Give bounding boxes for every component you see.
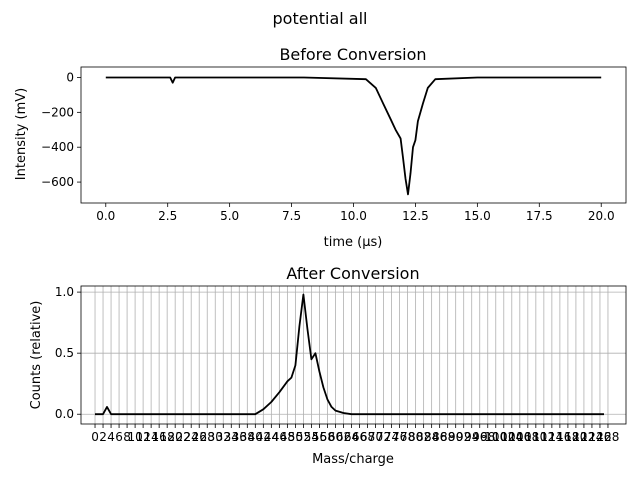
x-tick-label: 106 bbox=[508, 430, 531, 444]
x-tick-label: 17.5 bbox=[526, 209, 553, 223]
x-tick-label: 40 bbox=[248, 430, 263, 444]
x-tick-label: 108 bbox=[516, 430, 539, 444]
x-tick-label: 76 bbox=[392, 430, 407, 444]
x-tick-label: 28 bbox=[200, 430, 215, 444]
x-tick-label: 124 bbox=[580, 430, 603, 444]
series-line-0 bbox=[95, 293, 604, 416]
x-tick-label: 20.0 bbox=[588, 209, 615, 223]
x-tick-label: 52 bbox=[296, 430, 311, 444]
series-line-0 bbox=[105, 76, 602, 196]
plot-title: Before Conversion bbox=[279, 45, 426, 64]
y-tick-label: −600 bbox=[41, 175, 74, 189]
x-tick-label: 88 bbox=[440, 430, 455, 444]
x-tick-label: 94 bbox=[464, 430, 479, 444]
before-conversion-plot: Before Conversion time (μs) Intensity (m… bbox=[14, 45, 627, 250]
x-tick-label: 118 bbox=[556, 430, 579, 444]
y-tick-label: −200 bbox=[41, 105, 74, 119]
x-tick-label: 32 bbox=[216, 430, 231, 444]
x-tick-label: 10 bbox=[127, 430, 142, 444]
x-tick-label: 62 bbox=[336, 430, 351, 444]
x-tick-label: 0.0 bbox=[96, 209, 115, 223]
axes-frame bbox=[80, 285, 627, 425]
x-tick-label: 58 bbox=[320, 430, 335, 444]
x-tick-label: 102 bbox=[492, 430, 515, 444]
figure-suptitle: potential all bbox=[273, 9, 368, 28]
x-tick-label: 84 bbox=[424, 430, 439, 444]
y-tick-label: −400 bbox=[41, 140, 74, 154]
x-tick-label: 26 bbox=[192, 430, 207, 444]
x-tick-label: 10.0 bbox=[340, 209, 367, 223]
x-tick-label: 78 bbox=[400, 430, 415, 444]
x-tick-label: 114 bbox=[540, 430, 563, 444]
y-tick-label: 0.5 bbox=[55, 346, 74, 360]
x-tick-label: 30 bbox=[208, 430, 223, 444]
x-tick-label: 96 bbox=[472, 430, 487, 444]
x-tick-label: 36 bbox=[232, 430, 247, 444]
x-tick-label: 16 bbox=[152, 430, 167, 444]
y-axis-label: Intensity (mV) bbox=[14, 88, 29, 180]
x-tick-label: 6 bbox=[115, 430, 123, 444]
x-tick-label: 48 bbox=[280, 430, 295, 444]
x-tick-label: 22 bbox=[176, 430, 191, 444]
x-tick-label: 34 bbox=[224, 430, 239, 444]
axes-frame bbox=[80, 66, 627, 204]
x-axis-label: time (μs) bbox=[324, 235, 383, 250]
x-tick-label: 80 bbox=[408, 430, 423, 444]
x-tick-label: 46 bbox=[272, 430, 287, 444]
x-tick-label: 110 bbox=[524, 430, 547, 444]
x-axis-label: Mass/charge bbox=[312, 452, 394, 467]
x-tick-label: 50 bbox=[288, 430, 303, 444]
x-tick-label: 126 bbox=[588, 430, 611, 444]
x-tick-label: 86 bbox=[432, 430, 447, 444]
x-tick-label: 15.0 bbox=[464, 209, 491, 223]
x-tick-label: 70 bbox=[368, 430, 383, 444]
x-tick-label: 12.5 bbox=[402, 209, 429, 223]
x-tick-label: 38 bbox=[240, 430, 255, 444]
x-tick-label: 64 bbox=[344, 430, 359, 444]
x-tick-label: 60 bbox=[328, 430, 343, 444]
x-tick-label: 42 bbox=[256, 430, 271, 444]
x-tick-label: 18 bbox=[160, 430, 175, 444]
x-tick-label: 14 bbox=[143, 430, 158, 444]
x-tick-label: 98 bbox=[480, 430, 495, 444]
y-tick-label: 0 bbox=[66, 70, 74, 84]
x-tick-label: 44 bbox=[264, 430, 279, 444]
x-tick-label: 12 bbox=[135, 430, 150, 444]
x-tick-label: 56 bbox=[312, 430, 327, 444]
y-tick-label: 1.0 bbox=[55, 285, 74, 299]
x-tick-label: 100 bbox=[484, 430, 507, 444]
x-tick-label: 128 bbox=[597, 430, 620, 444]
x-tick-label: 120 bbox=[564, 430, 587, 444]
y-tick-label: 0.0 bbox=[55, 407, 74, 421]
x-tick-label: 104 bbox=[500, 430, 523, 444]
x-tick-label: 4 bbox=[107, 430, 115, 444]
x-tick-label: 72 bbox=[376, 430, 391, 444]
x-tick-label: 82 bbox=[416, 430, 431, 444]
x-tick-label: 2 bbox=[99, 430, 107, 444]
plot-title: After Conversion bbox=[286, 264, 419, 283]
x-tick-label: 90 bbox=[448, 430, 463, 444]
x-tick-label: 0 bbox=[91, 430, 99, 444]
x-tick-label: 20 bbox=[168, 430, 183, 444]
x-tick-label: 116 bbox=[548, 430, 571, 444]
x-tick-label: 66 bbox=[352, 430, 367, 444]
x-tick-label: 54 bbox=[304, 430, 319, 444]
x-tick-label: 122 bbox=[572, 430, 595, 444]
y-axis-label: Counts (relative) bbox=[29, 301, 44, 410]
x-tick-label: 8 bbox=[123, 430, 131, 444]
x-tick-label: 2.5 bbox=[158, 209, 177, 223]
x-tick-label: 112 bbox=[532, 430, 555, 444]
x-tick-label: 24 bbox=[184, 430, 199, 444]
after-conversion-plot: After Conversion Mass/charge Counts (rel… bbox=[29, 264, 627, 467]
x-tick-label: 68 bbox=[360, 430, 375, 444]
x-tick-label: 74 bbox=[384, 430, 399, 444]
x-tick-label: 92 bbox=[456, 430, 471, 444]
x-tick-label: 7.5 bbox=[282, 209, 301, 223]
x-tick-label: 5.0 bbox=[220, 209, 239, 223]
